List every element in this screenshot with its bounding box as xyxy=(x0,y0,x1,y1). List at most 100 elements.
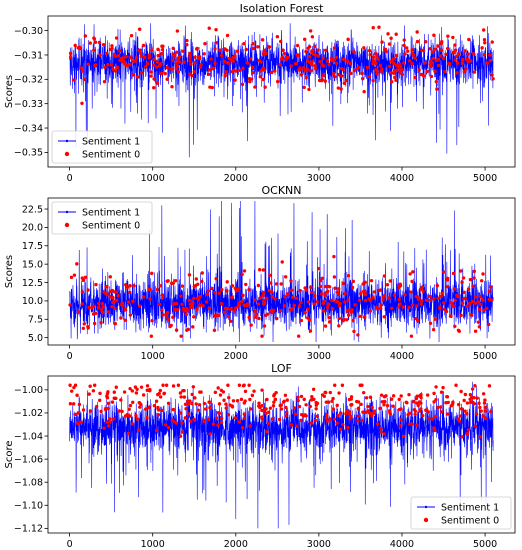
sentiment-0-point xyxy=(307,87,311,92)
sentiment-0-point xyxy=(315,299,319,304)
sentiment-0-point xyxy=(320,78,325,82)
sentiment-0-point xyxy=(458,414,463,418)
sentiment-0-point xyxy=(284,414,288,418)
sentiment-0-point xyxy=(189,62,193,66)
sentiment-0-point xyxy=(293,412,298,416)
sentiment-0-point xyxy=(485,306,489,310)
sentiment-0-point xyxy=(310,35,315,39)
sentiment-0-point xyxy=(134,391,139,395)
sentiment-0-point xyxy=(436,296,440,301)
sentiment-0-point xyxy=(155,65,159,69)
sentiment-0-point xyxy=(466,52,470,56)
sentiment-0-point xyxy=(425,393,430,397)
sentiment-0-point xyxy=(310,395,314,399)
sentiment-0-point xyxy=(482,52,487,57)
sentiment-0-point xyxy=(68,55,73,59)
sentiment-0-point xyxy=(188,72,192,76)
sentiment-0-point xyxy=(317,266,321,271)
sentiment-0-point xyxy=(281,48,285,52)
sentiment-0-point xyxy=(150,271,154,276)
sentiment-0-point xyxy=(473,295,478,299)
sentiment-0-point xyxy=(368,309,373,313)
sentiment-0-point xyxy=(452,287,457,291)
sentiment-0-point xyxy=(257,316,261,321)
sentiment-0-point xyxy=(358,383,362,387)
y-tick-label: 5.0 xyxy=(28,333,43,344)
sentiment-0-point xyxy=(336,300,340,304)
sentiment-0-point xyxy=(379,430,383,434)
sentiment-0-point xyxy=(256,283,261,288)
sentiment-0-point xyxy=(126,431,131,436)
sentiment-0-point xyxy=(214,28,218,32)
sentiment-0-point xyxy=(197,55,202,59)
sentiment-0-point xyxy=(123,307,127,311)
sentiment-0-point xyxy=(111,296,115,300)
sentiment-0-point xyxy=(410,303,415,307)
sentiment-0-point xyxy=(349,71,353,76)
sentiment-0-point xyxy=(387,42,392,46)
sentiment-0-point xyxy=(157,302,162,307)
sentiment-0-point xyxy=(174,61,179,66)
sentiment-0-point xyxy=(313,44,317,49)
axes-frame xyxy=(47,375,516,534)
sentiment-0-point xyxy=(217,402,222,406)
sentiment-0-point xyxy=(469,59,473,63)
sentiment-0-point xyxy=(283,295,287,299)
sentiment-0-point xyxy=(164,383,169,387)
x-tick-label: 0 xyxy=(67,539,73,550)
sentiment-0-point xyxy=(439,294,443,299)
sentiment-0-point xyxy=(335,421,339,425)
sentiment-0-point xyxy=(392,71,396,75)
sentiment-0-point xyxy=(281,400,286,404)
sentiment-0-point xyxy=(187,273,192,277)
sentiment-0-point xyxy=(433,47,437,51)
sentiment-0-point xyxy=(92,37,97,41)
sentiment-0-point xyxy=(231,55,235,60)
sentiment-0-point xyxy=(191,301,195,305)
sentiment-0-point xyxy=(247,315,251,320)
y-axis-label: Scores xyxy=(4,75,15,108)
sentiment-0-point xyxy=(152,86,156,90)
sentiment-0-point xyxy=(304,76,308,80)
sentiment-0-point xyxy=(368,53,372,57)
sentiment-0-point xyxy=(232,309,236,313)
sentiment-0-point xyxy=(462,70,467,74)
sentiment-0-point xyxy=(125,285,130,290)
legend-point-swatch xyxy=(64,151,70,157)
sentiment-0-point xyxy=(403,52,407,56)
sentiment-0-point xyxy=(346,313,351,317)
sentiment-0-point xyxy=(282,51,287,56)
sentiment-0-point xyxy=(155,287,159,292)
sentiment-0-point xyxy=(200,271,204,275)
sentiment-0-point xyxy=(474,412,479,416)
sentiment-0-point xyxy=(304,49,308,54)
sentiment-0-point xyxy=(455,71,459,75)
sentiment-0-point xyxy=(257,268,262,272)
sentiment-0-point xyxy=(341,57,346,62)
sentiment-0-point xyxy=(444,309,449,314)
sentiment-0-point xyxy=(374,51,378,56)
sentiment-0-point xyxy=(247,288,251,292)
sentiment-0-point xyxy=(208,85,212,89)
sentiment-0-point xyxy=(323,390,327,394)
sentiment-0-point xyxy=(79,420,83,424)
sentiment-0-point xyxy=(267,288,271,293)
sentiment-0-point xyxy=(170,85,174,89)
sentiment-0-point xyxy=(272,400,276,404)
sentiment-0-point xyxy=(337,316,342,321)
sentiment-0-point xyxy=(241,293,245,298)
sentiment-0-point xyxy=(185,328,189,332)
sentiment-0-point xyxy=(367,74,372,79)
sentiment-0-point xyxy=(440,291,444,296)
sentiment-0-point xyxy=(387,409,392,413)
sentiment-0-point xyxy=(483,405,488,409)
sentiment-0-point xyxy=(378,63,382,68)
legend-box xyxy=(51,201,153,235)
sentiment-0-point xyxy=(478,435,483,439)
sentiment-0-point xyxy=(356,414,360,418)
sentiment-0-point xyxy=(242,401,247,405)
sentiment-0-point xyxy=(263,85,267,89)
sentiment-0-point xyxy=(232,68,236,73)
sentiment-0-point xyxy=(186,412,191,416)
sentiment-0-point xyxy=(410,422,414,426)
